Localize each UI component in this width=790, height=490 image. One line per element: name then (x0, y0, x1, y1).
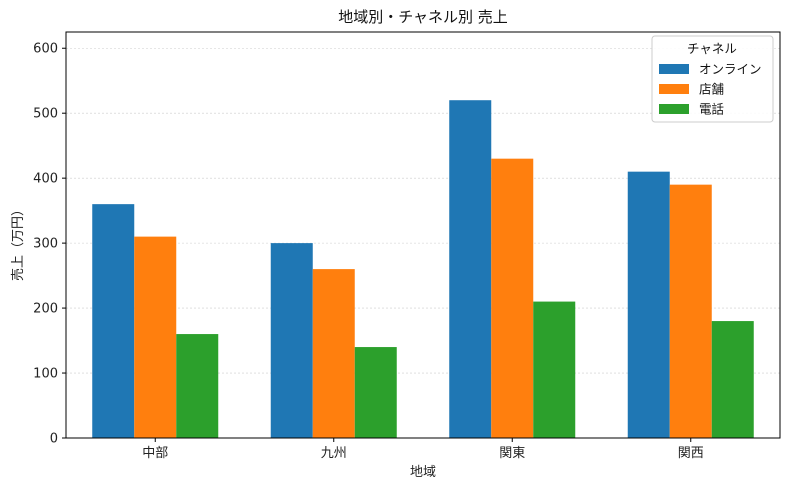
bar-2-1 (354, 347, 397, 438)
legend-label: 店舗 (699, 82, 724, 97)
x-tick-label: 九州 (321, 446, 347, 461)
bar-1-3 (669, 184, 712, 438)
legend-label: オンライン (699, 62, 762, 77)
chart-title: 地域別・チャネル別 売上 (338, 8, 508, 26)
y-tick-label: 0 (50, 432, 58, 447)
y-tick-label: 600 (33, 42, 58, 57)
legend-swatch (659, 104, 689, 114)
bar-1-1 (312, 269, 355, 438)
y-axis-label: 売上（万円） (10, 203, 26, 281)
legend-label: 電話 (699, 102, 724, 117)
bar-0-2 (449, 100, 492, 438)
bars (92, 100, 754, 438)
bar-0-1 (270, 243, 313, 438)
bar-0-0 (92, 204, 135, 438)
bar-2-0 (176, 334, 219, 438)
x-axis-label: 地域 (410, 465, 436, 480)
y-tick-label: 400 (33, 172, 58, 187)
legend-box (651, 35, 774, 123)
bar-2-2 (533, 301, 576, 438)
legend-title: チャネル (687, 41, 737, 56)
x-tick-label: 中部 (142, 446, 168, 461)
y-axis-ticks: 0 100 200 300 400 500 600 (33, 42, 66, 447)
y-tick-label: 300 (33, 237, 58, 252)
legend-swatch (659, 64, 689, 74)
bar-0-3 (627, 171, 670, 438)
legend-swatch (659, 84, 689, 94)
plot-frame (65, 31, 781, 439)
y-tick-label: 200 (33, 302, 58, 317)
bar-2-3 (711, 321, 754, 438)
bar-1-0 (134, 236, 177, 438)
x-tick-label: 関西 (678, 446, 704, 461)
x-tick-label: 関東 (499, 445, 525, 461)
bar-1-2 (491, 158, 534, 438)
x-axis-ticks: 中部 九州 関東 関西 (142, 438, 704, 461)
y-tick-label: 100 (33, 367, 58, 382)
y-tick-label: 500 (33, 107, 58, 122)
